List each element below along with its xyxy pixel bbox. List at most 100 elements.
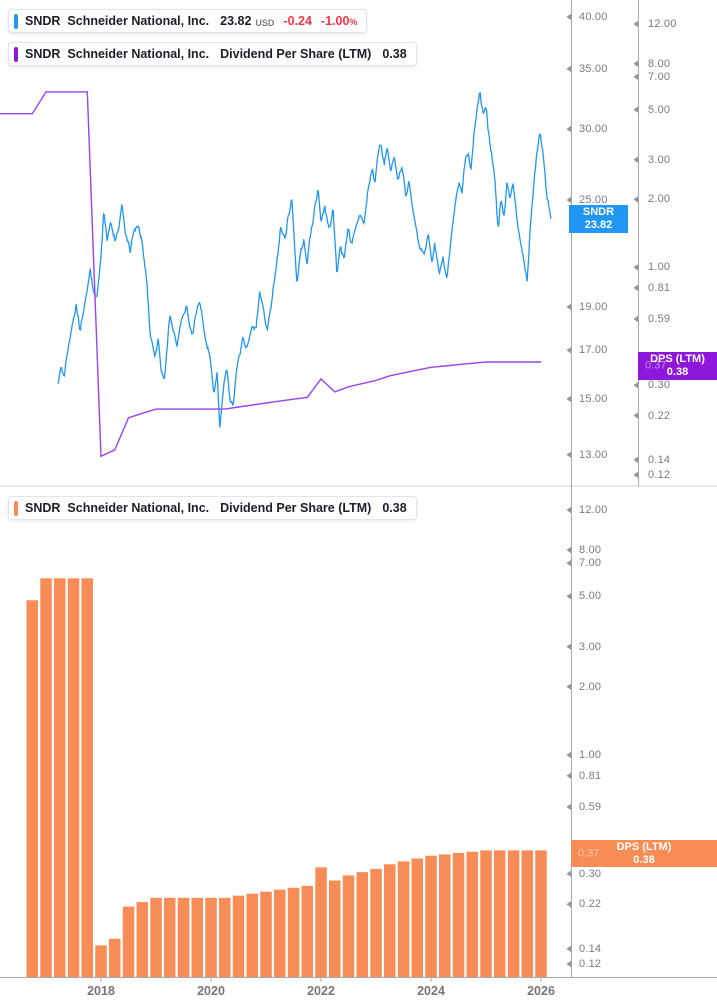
year-axis-label[interactable]: 2020 [197, 984, 225, 998]
axis-tick-label: 0.14 [648, 453, 671, 466]
axis-tick-arrow [566, 395, 571, 403]
dps-bar [246, 893, 258, 977]
dps-bar [95, 945, 107, 977]
metric-value: 0.38 [382, 501, 407, 515]
axis-tick-arrow [566, 559, 571, 567]
dps-bar [274, 889, 286, 977]
badge-label: DPS (LTM) [650, 353, 705, 365]
axis-tick-arrow [566, 13, 571, 21]
legend-dps-panel-series[interactable]: SNDR Schneider National, Inc. Dividend P… [8, 496, 417, 520]
axis-tick-arrow [633, 106, 638, 113]
dps-bar [81, 578, 93, 977]
currency-label: USD [255, 17, 275, 28]
axis-tick-arrow [633, 412, 638, 419]
dps-bar [480, 850, 492, 977]
badge-value: 23.82 [584, 219, 613, 231]
year-axis-label[interactable]: 2022 [307, 984, 335, 998]
hidden-axis-tick: 0.37 [645, 359, 667, 372]
price-scale-border[interactable] [571, 0, 572, 977]
axis-tick-label: 0.12 [648, 468, 671, 481]
year-tick-mark [100, 977, 102, 982]
axis-tick-arrow [566, 546, 571, 554]
year-axis-label[interactable]: 2018 [87, 984, 115, 998]
time-axis-border[interactable] [0, 977, 717, 978]
hidden-axis-tick: 0.37 [578, 847, 600, 859]
axis-tick-label: 12.00 [579, 503, 608, 516]
axis-tick-arrow [633, 196, 638, 203]
axis-tick-label: 8.00 [579, 543, 602, 556]
dps-bar [329, 880, 341, 977]
year-axis-label[interactable]: 2026 [527, 984, 555, 998]
axis-tick-label: 0.22 [648, 409, 671, 422]
axis-tick-label: 19.00 [579, 300, 608, 313]
price-change: -0.24 [283, 14, 312, 28]
series-color-chip [14, 13, 18, 29]
axis-tick-arrow [633, 60, 638, 67]
axis-tick-arrow [566, 125, 571, 133]
axis-tick-label: 2.00 [648, 193, 671, 206]
dps-bar [54, 578, 66, 977]
dps-bar [411, 858, 423, 977]
legend-price-series[interactable]: SNDR Schneider National, Inc. 23.82 USD … [8, 9, 368, 33]
axis-tick-label: 1.00 [579, 749, 602, 761]
price-axis-badge: SNDR 23.82 [569, 205, 628, 233]
axis-tick-label: 13.00 [579, 448, 608, 461]
company-name: Schneider National, Inc. [67, 47, 210, 61]
axis-tick-label: 7.00 [579, 557, 602, 570]
dps-bar [452, 853, 465, 977]
axis-tick-arrow [566, 803, 571, 811]
dps-bar [287, 887, 300, 977]
axis-tick-label: 0.59 [579, 801, 602, 814]
dps-bar [301, 885, 313, 977]
axis-tick-arrow [566, 347, 571, 354]
dps-bar [370, 868, 382, 977]
axis-tick-label: 0.12 [579, 958, 602, 971]
dps-bar [439, 854, 451, 977]
panel-separator[interactable] [0, 485, 717, 487]
axis-tick-arrow [566, 960, 571, 968]
dps-bar [521, 850, 533, 977]
badge-ticker: SNDR [582, 206, 615, 218]
axis-tick-label: 5.00 [648, 103, 671, 116]
axis-tick-arrow [566, 945, 571, 953]
year-axis-label[interactable]: 2024 [417, 984, 445, 998]
axis-tick-label: 0.30 [579, 867, 602, 880]
axis-tick-label: 1.00 [648, 261, 671, 274]
dps-bar [67, 578, 80, 977]
dps-bar [40, 578, 52, 977]
metric-value: 0.38 [382, 47, 407, 61]
dps-bar [535, 850, 547, 977]
dps-bar [164, 897, 176, 977]
ticker-symbol: SNDR [25, 501, 61, 515]
dps-bar [507, 850, 520, 977]
axis-tick-label: 5.00 [579, 590, 602, 603]
year-tick-mark [540, 977, 542, 982]
dps-bar [205, 897, 217, 977]
dps-bar [384, 864, 396, 977]
axis-tick-arrow [633, 73, 638, 80]
axis-tick-label: 0.59 [648, 312, 671, 325]
ticker-symbol: SNDR [25, 14, 61, 28]
last-price: 23.82 [220, 14, 252, 28]
axis-tick-label: 12.00 [648, 18, 677, 31]
axis-tick-arrow [633, 315, 638, 323]
year-tick-mark [320, 977, 322, 982]
axis-tick-arrow [566, 751, 571, 759]
series-color-chip [14, 46, 18, 62]
dps-bar [356, 872, 368, 977]
company-name: Schneider National, Inc. [67, 501, 210, 515]
price-line [57, 91, 552, 428]
dps-scale-border[interactable] [638, 0, 639, 486]
axis-tick-arrow [566, 772, 571, 779]
dps-bar [315, 867, 327, 977]
axis-tick-arrow [566, 65, 571, 73]
axis-tick-arrow [566, 506, 571, 514]
dps-bar [122, 906, 135, 977]
axis-tick-arrow [566, 451, 571, 458]
axis-tick-label: 8.00 [648, 57, 671, 70]
year-tick-mark [430, 977, 432, 982]
axis-tick-arrow [566, 593, 571, 600]
dps-bar [425, 855, 437, 977]
legend-dps-overlay-series[interactable]: SNDR Schneider National, Inc. Dividend P… [8, 42, 417, 66]
